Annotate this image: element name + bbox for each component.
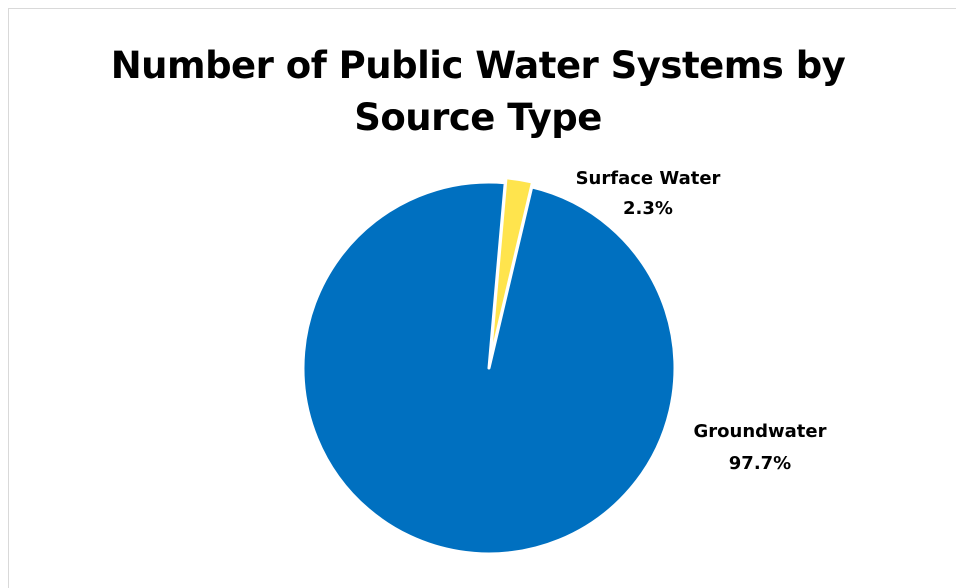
slice-label-groundwater-value: 97.7% xyxy=(729,453,791,474)
slice-label-groundwater-name: Groundwater xyxy=(694,421,827,442)
slice-label-surface-water-value: 2.3% xyxy=(623,198,673,219)
chart-title-line-2: Source Type xyxy=(354,96,602,139)
pie-slice-groundwater xyxy=(301,180,677,556)
slice-label-surface-water-name: Surface Water xyxy=(576,168,721,189)
chart-title: Number of Public Water Systems by Source… xyxy=(0,40,956,144)
chart-title-line-1: Number of Public Water Systems by xyxy=(110,44,846,87)
